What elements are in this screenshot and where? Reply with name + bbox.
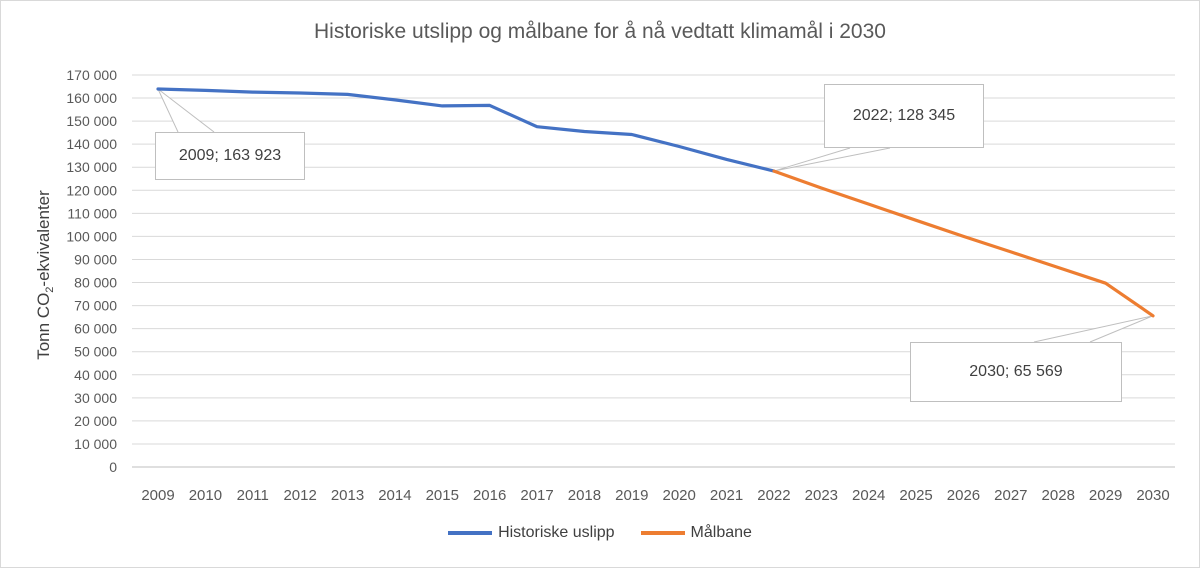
x-tick-label: 2030: [1136, 487, 1169, 504]
x-tick-label: 2027: [994, 487, 1027, 504]
y-tick-label: 70 000: [74, 298, 117, 314]
legend-swatch-historiske: [448, 531, 493, 535]
y-tick-label: 160 000: [66, 90, 117, 106]
x-tick-label: 2021: [710, 487, 743, 504]
y-tick-label: 20 000: [74, 413, 117, 429]
x-tick-label: 2016: [473, 487, 506, 504]
callout-leaders: [157, 88, 1154, 343]
gridlines: [132, 74, 1175, 468]
legend-label-historiske: Historiske uslipp: [498, 524, 615, 541]
legend-item-malbane: Målbane: [640, 524, 752, 542]
x-tick-label: 2010: [189, 487, 222, 504]
x-tick-label: 2028: [1042, 487, 1075, 504]
chart-title: Historiske utslipp og målbane for å nå v…: [314, 20, 886, 43]
y-tick-label: 120 000: [66, 182, 117, 198]
series-line-0: [156, 87, 776, 173]
x-tick-label: 2014: [378, 487, 411, 504]
x-tick-label: 2020: [663, 487, 696, 504]
x-tick-label: 2012: [283, 487, 316, 504]
legend-swatch-malbane: [640, 531, 685, 535]
y-tick-label: 80 000: [74, 275, 117, 291]
legend-label-malbane: Målbane: [690, 524, 752, 541]
x-tick-label: 2017: [520, 487, 553, 504]
x-tick-label: 2023: [805, 487, 838, 504]
x-tick-label: 2018: [568, 487, 601, 504]
y-axis-label-suffix: -ekvivalenter: [33, 190, 53, 287]
y-tick-label: 10 000: [74, 436, 117, 452]
y-tick-label: 110 000: [67, 205, 117, 221]
y-tick-label: 30 000: [74, 390, 117, 406]
data-callout-2022: 2022; 128 345: [824, 84, 984, 148]
y-tick-label: 140 000: [66, 136, 117, 152]
legend: Historiske uslipp Målbane: [0, 524, 1200, 542]
y-tick-label: 90 000: [74, 251, 117, 267]
y-tick-label: 40 000: [74, 367, 117, 383]
x-tick-label: 2019: [615, 487, 648, 504]
y-tick-label: 60 000: [74, 321, 117, 337]
x-tick-label: 2013: [331, 487, 364, 504]
y-tick-label: 50 000: [74, 344, 117, 360]
legend-item-historiske: Historiske uslipp: [448, 524, 615, 542]
y-axis-label-subscript: 2: [44, 286, 57, 293]
x-tick-label: 2025: [899, 487, 932, 504]
callout-leader: [157, 88, 215, 133]
x-tick-labels: 2009 2010 2011 2012 2013 2014 2015 2016 2017 2018…: [141, 487, 1169, 504]
y-tick-label: 100 000: [66, 228, 117, 244]
x-tick-label: 2024: [852, 487, 885, 504]
x-tick-label: 2009: [141, 487, 174, 504]
data-callout-2009: 2009; 163 923: [155, 132, 305, 180]
y-axis-label-prefix: Tonn CO: [33, 292, 53, 360]
y-tick-label: 0: [109, 459, 117, 475]
y-axis-label: Tonn CO2-ekvivalenter: [34, 190, 56, 360]
x-tick-label: 2015: [426, 487, 459, 504]
series-lines: [156, 87, 1155, 318]
x-tick-label: 2022: [757, 487, 790, 504]
data-callout-2030: 2030; 65 569: [910, 342, 1122, 402]
x-tick-label: 2029: [1089, 487, 1122, 504]
y-tick-label: 130 000: [66, 159, 117, 175]
x-tick-label: 2026: [947, 487, 980, 504]
y-tick-label: 170 000: [66, 67, 117, 83]
y-tick-labels: 0 10 000 20 000 30 000 40 000 50 000 60 000 70 …: [66, 67, 117, 475]
y-tick-label: 150 000: [66, 113, 117, 129]
series-line-1: [772, 169, 1155, 318]
x-tick-label: 2011: [237, 487, 269, 504]
